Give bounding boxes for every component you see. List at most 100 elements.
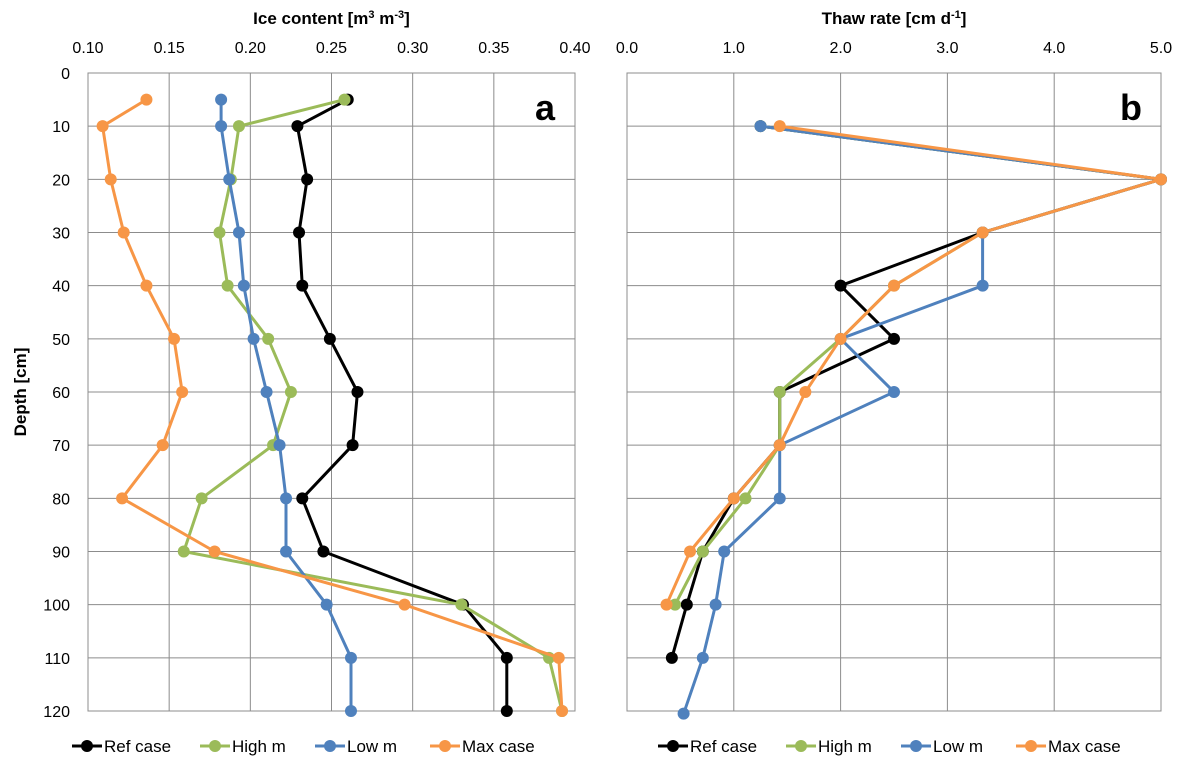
x-axis-title-part: ] (961, 9, 967, 28)
data-point (773, 120, 786, 133)
data-point (237, 279, 250, 292)
panel-b: 0.0 1.0 2.0 3.0 4.0 5.0 Thaw rate [cm d-1] b Ref… (616, 9, 1172, 756)
data-point (669, 598, 682, 611)
series-line (682, 124, 1163, 715)
plot-area-border (87, 72, 576, 712)
data-point (168, 332, 181, 345)
data-point (320, 598, 333, 611)
x-tick-label: 0.25 (316, 40, 347, 57)
data-point (552, 651, 565, 664)
legend-item: High m (786, 737, 872, 756)
x-axis-title: Ice content [m3 m-3] (253, 9, 410, 28)
data-point (739, 492, 752, 505)
data-point (834, 279, 847, 292)
x-axis-title-part: Thaw rate [cm d (822, 9, 951, 28)
x-tick-label: 0.30 (397, 40, 428, 57)
legend-item: High m (200, 737, 286, 756)
x-tick-label: 0.35 (478, 40, 509, 57)
data-point (262, 332, 275, 345)
data-point (301, 173, 314, 186)
data-point (117, 226, 130, 239)
data-point (976, 226, 989, 239)
data-point (195, 492, 208, 505)
data-point (96, 120, 109, 133)
legend-label: Low m (347, 737, 397, 756)
legend-swatch-marker (910, 740, 922, 752)
data-point (232, 120, 245, 133)
data-point (351, 386, 364, 398)
data-point (696, 651, 709, 664)
legend-item: Max case (430, 737, 535, 756)
legend-label: Max case (462, 737, 535, 756)
y-tick-label: 60 (52, 385, 70, 402)
data-point (156, 439, 169, 452)
x-axis-title-superscript: 3 (368, 9, 374, 21)
data-point (888, 279, 900, 292)
legend-label: High m (232, 737, 286, 756)
data-point (696, 545, 709, 558)
legend-swatch-marker (439, 740, 451, 752)
legend-item: Low m (901, 737, 983, 756)
series-line (295, 98, 509, 711)
y-axis-title: Depth [cm] (11, 348, 30, 437)
data-point (284, 386, 297, 398)
data-point (398, 598, 411, 611)
data-point (280, 545, 293, 558)
series-line (665, 124, 1163, 606)
data-point (232, 226, 245, 239)
x-tick-label: 3.0 (936, 40, 958, 57)
data-point (665, 651, 678, 664)
x-tick-label: 5.0 (1150, 40, 1172, 57)
data-point (976, 279, 989, 292)
series-high-m (669, 120, 1167, 611)
legend-label: Max case (1048, 737, 1121, 756)
x-axis-title-part: ] (404, 9, 410, 28)
data-point (680, 598, 693, 611)
series-high-m (177, 93, 569, 717)
data-point (1155, 173, 1167, 186)
legend-item: Low m (315, 737, 397, 756)
legend-swatch-marker (795, 740, 807, 752)
data-point (221, 279, 234, 292)
data-point (660, 598, 673, 611)
series-low-m (215, 93, 357, 717)
y-tick-label: 110 (44, 651, 70, 668)
data-point (500, 651, 513, 664)
y-tick-label: 120 (43, 704, 70, 721)
legend-swatch-marker (81, 740, 93, 752)
y-tick-label: 90 (52, 545, 70, 562)
x-axis-title-superscript: -3 (394, 9, 404, 21)
y-tick-label: 70 (52, 438, 70, 455)
legend-item: Ref case (72, 737, 171, 756)
x-tick-label: 0.0 (616, 40, 638, 57)
legend-label: Ref case (690, 737, 757, 756)
data-point (556, 705, 569, 717)
data-point (260, 386, 273, 398)
data-point (177, 545, 190, 558)
series-line (673, 124, 1163, 606)
data-point (338, 93, 351, 106)
data-point (500, 705, 513, 717)
data-point (754, 120, 767, 133)
series-max-case (660, 120, 1167, 611)
data-point (273, 439, 286, 452)
y-tick-label: 0 (61, 66, 70, 83)
y-tick-label: 100 (43, 598, 70, 615)
panel-a: 0.10 0.15 0.20 0.25 0.30 0.35 0.40 0 10 20 30 40 50 6… (11, 9, 591, 756)
panel-label: a (535, 87, 556, 128)
data-point (208, 545, 221, 558)
legend: Ref case High m Low m Max case (72, 737, 535, 756)
y-tick-label: 30 (52, 226, 70, 243)
x-axis-title-part: m (375, 9, 395, 28)
series-line (182, 98, 564, 712)
data-point (455, 598, 468, 611)
data-point (773, 492, 786, 505)
series-ref-case (291, 93, 513, 717)
data-point (888, 332, 900, 345)
data-point (215, 93, 228, 106)
data-point (280, 492, 293, 505)
data-point (718, 545, 731, 558)
legend-swatch-marker (324, 740, 336, 752)
